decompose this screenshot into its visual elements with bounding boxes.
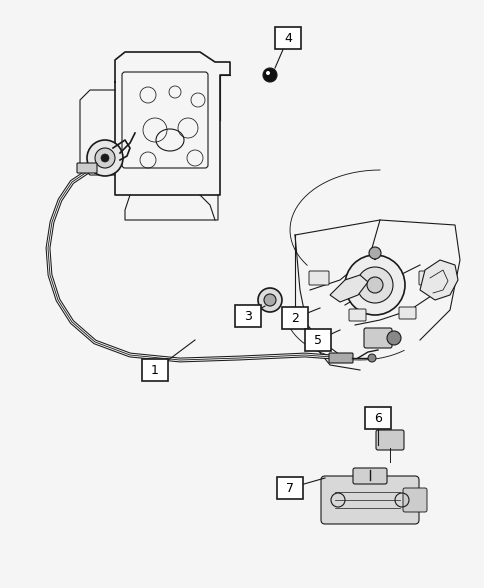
Circle shape — [263, 294, 275, 306]
Circle shape — [101, 154, 109, 162]
FancyBboxPatch shape — [352, 468, 386, 484]
FancyBboxPatch shape — [364, 407, 390, 429]
FancyBboxPatch shape — [235, 305, 260, 327]
Text: 1: 1 — [151, 363, 159, 376]
FancyBboxPatch shape — [328, 353, 352, 363]
Text: 7: 7 — [286, 482, 293, 495]
Circle shape — [95, 148, 115, 168]
Circle shape — [265, 71, 270, 75]
Polygon shape — [329, 275, 367, 302]
Circle shape — [386, 331, 400, 345]
Circle shape — [366, 277, 382, 293]
FancyBboxPatch shape — [308, 271, 328, 285]
FancyBboxPatch shape — [375, 430, 403, 450]
FancyBboxPatch shape — [274, 27, 301, 49]
Text: 5: 5 — [313, 333, 321, 346]
FancyBboxPatch shape — [142, 359, 167, 381]
Circle shape — [344, 255, 404, 315]
FancyBboxPatch shape — [320, 476, 418, 524]
Circle shape — [356, 267, 392, 303]
FancyBboxPatch shape — [276, 477, 302, 499]
FancyBboxPatch shape — [304, 329, 330, 351]
Polygon shape — [419, 260, 457, 300]
Text: 6: 6 — [373, 412, 381, 425]
Circle shape — [262, 68, 276, 82]
Text: 2: 2 — [290, 312, 298, 325]
FancyBboxPatch shape — [418, 271, 438, 285]
Circle shape — [368, 247, 380, 259]
FancyBboxPatch shape — [77, 163, 97, 173]
Text: 4: 4 — [284, 32, 291, 45]
Circle shape — [257, 288, 281, 312]
FancyBboxPatch shape — [281, 307, 307, 329]
Circle shape — [87, 140, 123, 176]
Circle shape — [367, 354, 375, 362]
FancyBboxPatch shape — [402, 488, 426, 512]
Text: 3: 3 — [243, 309, 251, 322]
FancyBboxPatch shape — [363, 328, 391, 348]
FancyBboxPatch shape — [398, 307, 415, 319]
FancyBboxPatch shape — [348, 309, 365, 321]
